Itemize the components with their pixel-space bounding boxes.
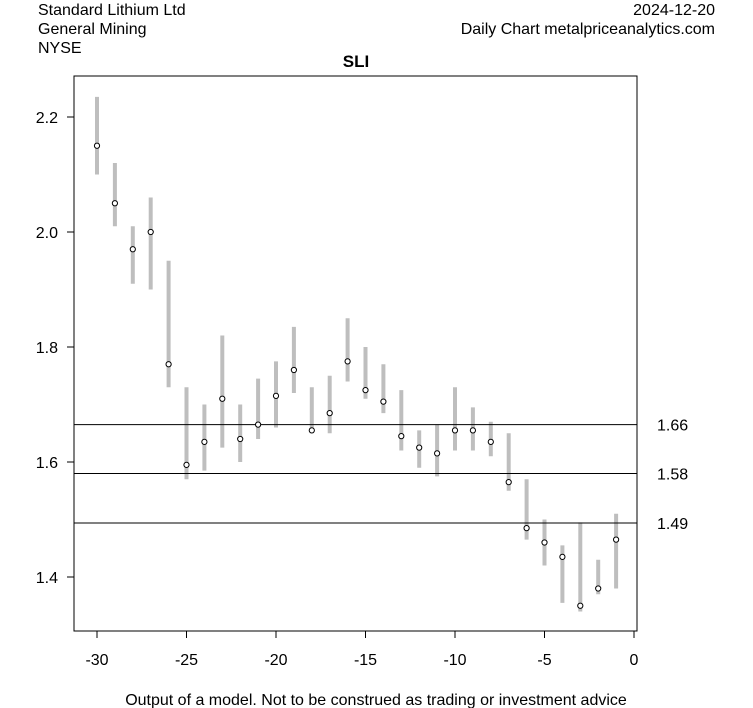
- close-point: [434, 450, 441, 457]
- close-point: [201, 438, 208, 445]
- close-point: [487, 438, 494, 445]
- y-tick-label: 1.4: [36, 570, 58, 587]
- close-point: [111, 200, 119, 207]
- chart-date: 2024-12-20: [633, 2, 715, 19]
- close-point: [290, 366, 297, 374]
- close-point: [237, 435, 244, 443]
- close-point: [129, 246, 136, 253]
- close-point: [165, 361, 172, 368]
- close-point: [595, 585, 602, 592]
- plot-frame: [73, 75, 638, 632]
- close-point: [344, 358, 351, 365]
- close-point: [93, 142, 101, 149]
- close-point: [505, 479, 512, 486]
- sector: General Mining: [38, 21, 147, 38]
- x-tick-label: -25: [175, 652, 198, 669]
- x-tick-label: -30: [85, 652, 108, 669]
- header-left: Standard Lithium Ltd General Mining NYSE: [38, 1, 186, 58]
- close-point: [469, 427, 476, 434]
- company-name: Standard Lithium Ltd: [38, 2, 186, 19]
- exchange: NYSE: [38, 40, 82, 57]
- x-tick-label: -20: [264, 652, 287, 669]
- disclaimer: Output of a model. Not to be construed a…: [125, 692, 627, 708]
- chart-source: Daily Chart metalpriceanalytics.com: [460, 21, 715, 38]
- close-point: [613, 536, 620, 543]
- close-point: [183, 461, 190, 468]
- close-point: [416, 444, 423, 451]
- x-tick-label: -10: [443, 652, 466, 669]
- header-right: 2024-12-20 Daily Chart metalpriceanalyti…: [461, 1, 715, 39]
- close-point: [451, 427, 459, 434]
- y-tick-label: 1.8: [36, 340, 58, 357]
- x-tick-label: 0: [630, 652, 639, 669]
- level-label: 1.58: [657, 467, 688, 484]
- x-tick-label: -5: [537, 652, 551, 669]
- close-point: [147, 228, 154, 236]
- close-point: [398, 433, 405, 440]
- close-point: [559, 553, 566, 560]
- close-point: [219, 395, 226, 402]
- chart-title: SLI: [343, 52, 369, 71]
- close-point: [326, 410, 333, 417]
- level-label: 1.66: [657, 418, 688, 435]
- close-point: [577, 602, 584, 609]
- close-point: [541, 539, 548, 546]
- y-tick-label: 1.6: [36, 455, 58, 472]
- x-tick-label: -15: [354, 652, 377, 669]
- y-tick-label: 2.2: [36, 110, 58, 127]
- close-point: [272, 392, 280, 399]
- level-label: 1.49: [657, 516, 688, 533]
- y-tick-label: 2.0: [36, 225, 58, 242]
- close-point: [523, 525, 530, 532]
- close-point: [362, 387, 369, 394]
- close-point: [380, 398, 387, 405]
- close-point: [308, 427, 315, 434]
- close-point: [255, 421, 262, 428]
